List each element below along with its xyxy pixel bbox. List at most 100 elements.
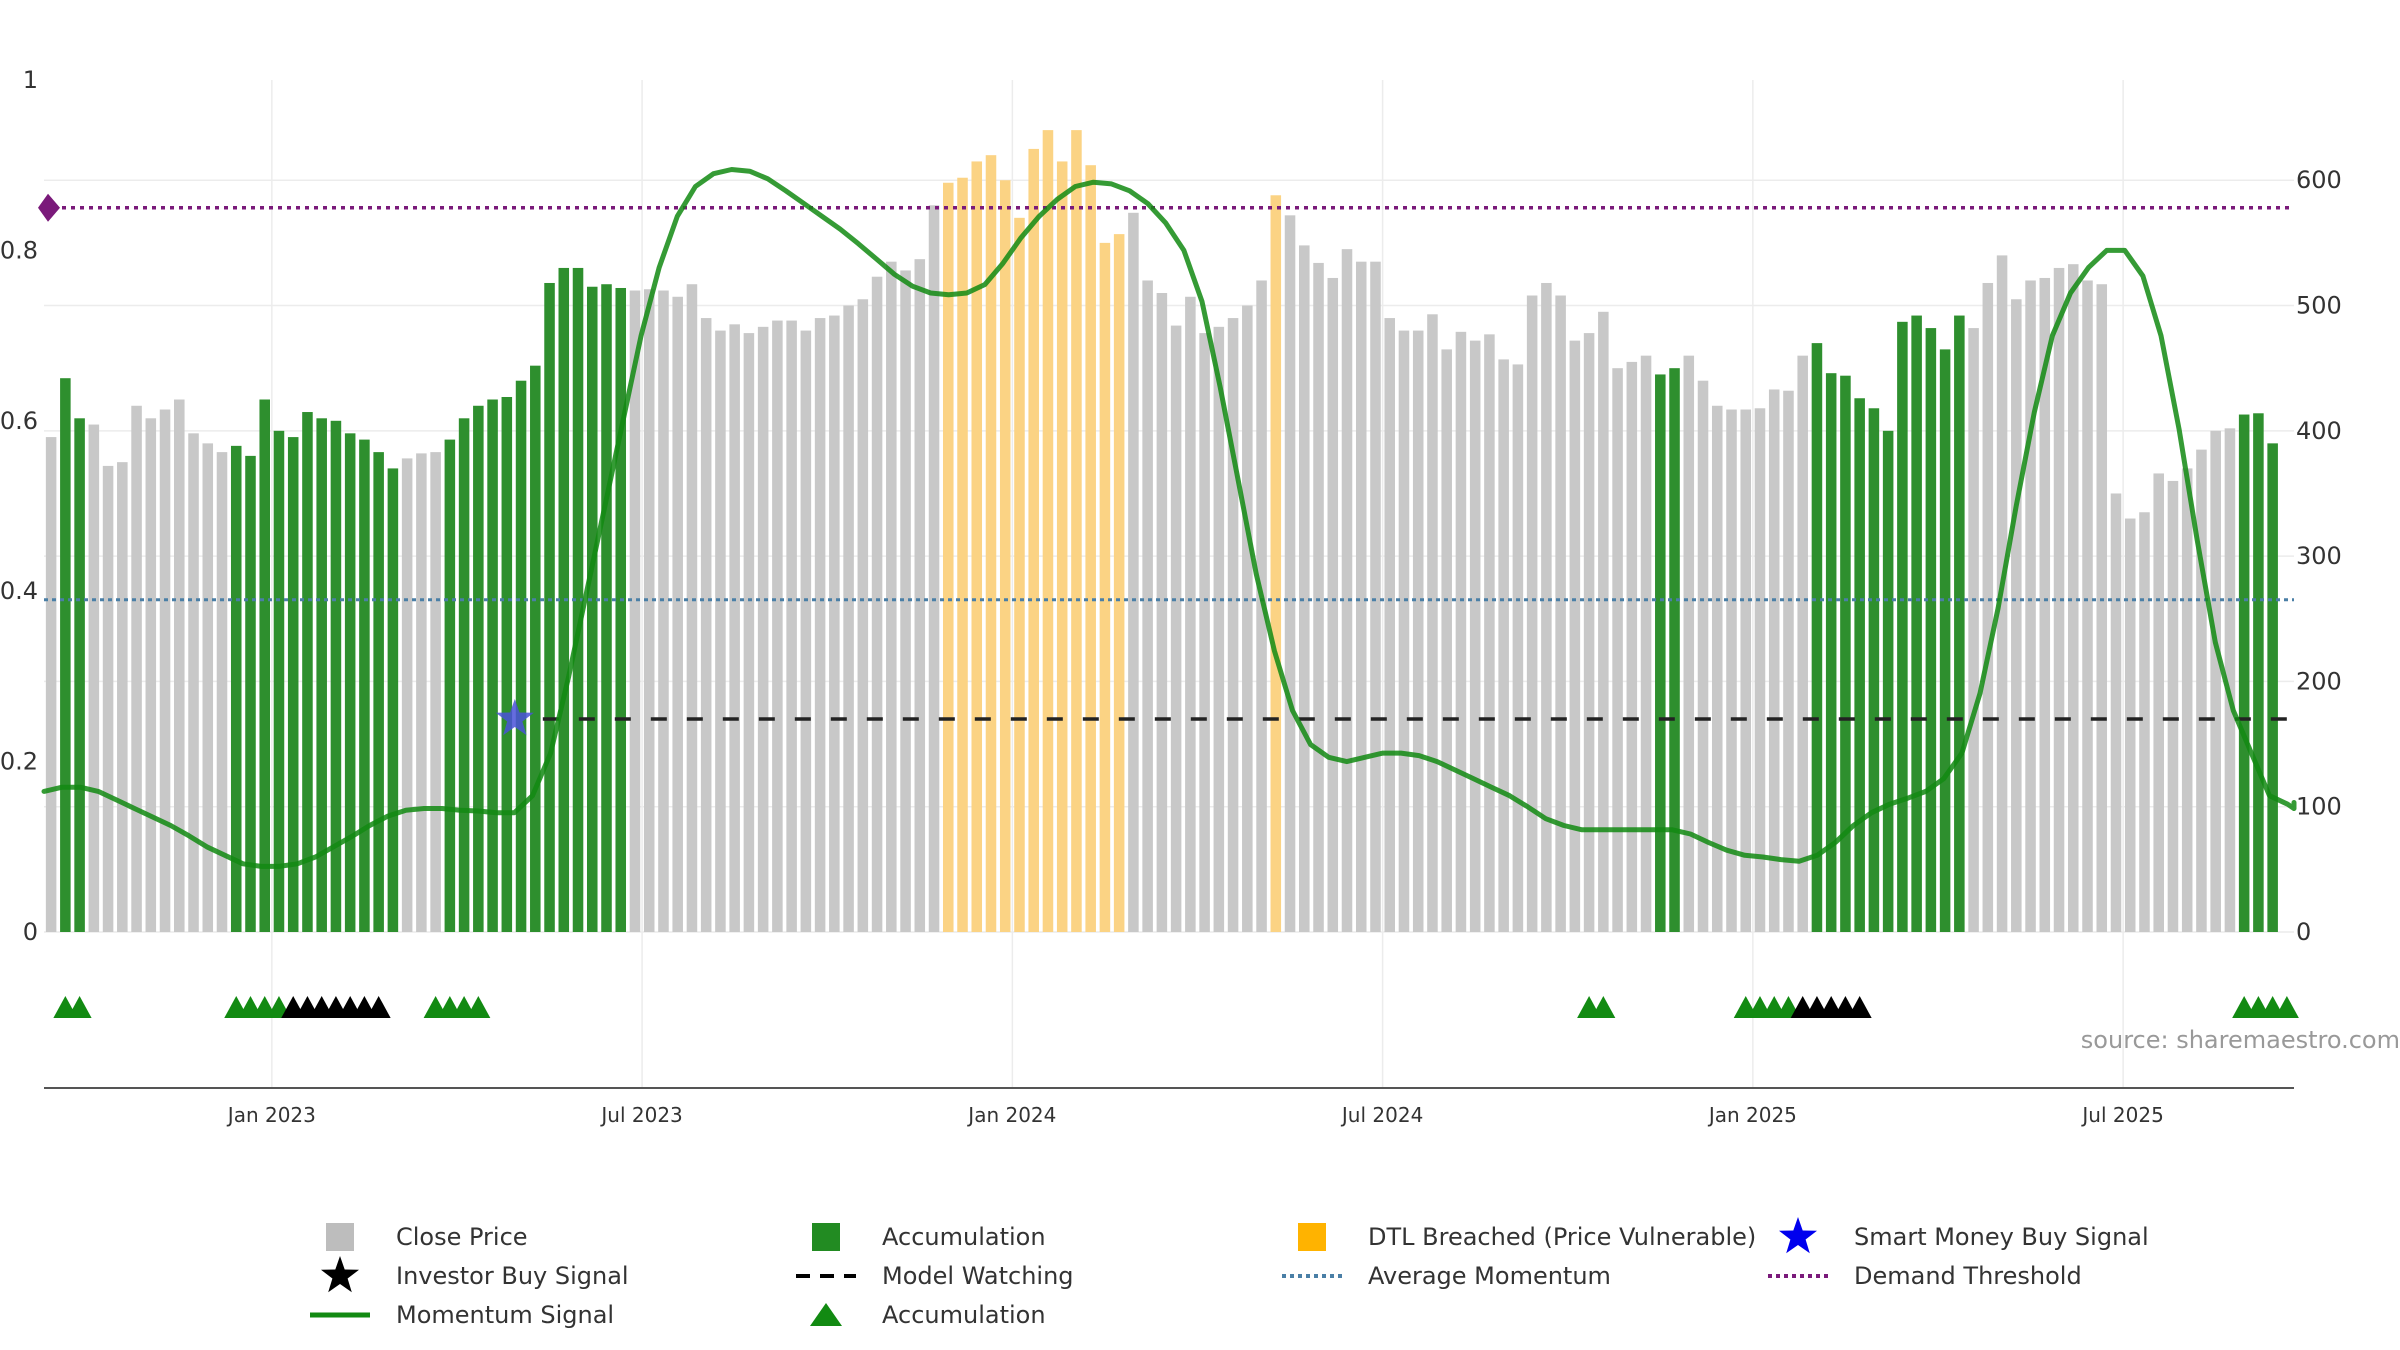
accumulation-bar <box>458 418 470 932</box>
legend-label: Accumulation <box>882 1301 1046 1329</box>
accumulation-bar <box>1669 368 1680 932</box>
close-price-bar <box>1569 340 1581 932</box>
dtl-breached-bar <box>943 182 954 932</box>
accumulation-bar <box>558 267 570 932</box>
close-price-bar <box>871 276 883 932</box>
accumulation-bar <box>273 430 285 932</box>
legend-swatch <box>812 1223 840 1251</box>
legend-label: DTL Breached (Price Vulnerable) <box>1368 1223 1756 1251</box>
legend-swatch <box>1298 1223 1326 1251</box>
accumulation-bar <box>544 282 555 933</box>
left-axis-tick: 0.8 <box>0 236 38 264</box>
close-price-bar <box>800 330 812 932</box>
close-price-bar <box>131 405 142 932</box>
accumulation-bar <box>615 287 627 932</box>
close-price-bar <box>1327 277 1339 932</box>
close-price-bar <box>686 284 698 933</box>
accumulation-bar <box>330 420 342 932</box>
accumulation-bar <box>473 405 484 932</box>
close-price-bar <box>1754 408 1766 932</box>
close-price-bar <box>1526 295 1538 933</box>
close-price-bar <box>1199 333 1210 932</box>
legend: Close Price Accumulation DTL Breached (Pri… <box>310 1217 2149 1329</box>
close-price-bar <box>629 290 641 932</box>
close-price-bar <box>928 205 940 932</box>
legend-label: Demand Threshold <box>1854 1262 2082 1290</box>
close-price-bar <box>1227 318 1239 932</box>
close-price-bar <box>1455 331 1467 932</box>
close-price-bar <box>117 462 128 932</box>
close-price-bar <box>1427 314 1438 932</box>
close-price-bar <box>1313 262 1324 932</box>
close-price-bar <box>743 333 755 932</box>
legend-label: Investor Buy Signal <box>396 1262 629 1290</box>
close-price-bar <box>1555 295 1566 933</box>
close-price-bar <box>1142 280 1153 932</box>
close-price-bar <box>658 290 669 932</box>
dtl-breached-bar <box>1028 148 1039 933</box>
smart-money-buy-signal-star <box>495 699 534 736</box>
accumulation-bar <box>1897 321 1908 933</box>
close-price-bar <box>2011 299 2022 932</box>
x-axis-tick: Jan 2025 <box>1707 1103 1797 1127</box>
accumulation-bar <box>1854 398 1865 932</box>
close-price-bar <box>1441 349 1452 933</box>
close-price-bar <box>786 320 797 932</box>
close-price-bar <box>672 296 683 933</box>
dtl-breached-bar <box>999 180 1011 932</box>
close-price-bar <box>1512 364 1524 933</box>
close-price-bar <box>857 299 869 932</box>
accumulation-bar <box>601 284 612 933</box>
dtl-breached-bar <box>985 155 997 933</box>
right-axis-tick: 100 <box>2296 793 2342 821</box>
legend-swatch <box>326 1223 354 1251</box>
close-price-bar <box>1783 390 1794 933</box>
close-price-bar <box>886 261 897 932</box>
x-axis-tick: Jul 2023 <box>599 1103 682 1127</box>
close-price-bar <box>401 458 413 932</box>
close-price-bar <box>1370 261 1381 932</box>
close-price-bar <box>1740 409 1752 932</box>
accumulation-bar <box>1825 373 1837 932</box>
close-price-bar <box>2210 430 2221 932</box>
accumulation-bar <box>316 418 327 932</box>
close-price-bar <box>1711 405 1723 932</box>
accumulation-triangle <box>2274 996 2299 1018</box>
close-price-bar <box>1156 293 1168 932</box>
close-price-bar <box>2153 473 2164 932</box>
accumulation-bar <box>387 468 399 932</box>
close-price-bar <box>2181 468 2193 932</box>
left-axis-tick: 0 <box>23 918 38 946</box>
left-axis-tick: 0.4 <box>0 577 38 605</box>
close-price-bar <box>2039 277 2051 932</box>
close-price-bar <box>430 452 441 932</box>
close-price-bar <box>715 330 726 932</box>
left-axis-tick: 0.2 <box>0 748 38 776</box>
close-price-bar <box>1213 326 1225 932</box>
close-price-bar <box>1626 361 1638 933</box>
close-price-bar <box>102 465 114 932</box>
close-price-bar <box>1242 305 1253 932</box>
close-price-bar <box>1398 330 1410 932</box>
close-price-bar <box>1968 328 1979 932</box>
accumulation-bar <box>302 412 313 932</box>
accumulation-bar <box>60 378 71 932</box>
close-price-bar <box>2124 518 2136 932</box>
legend-swatch <box>1779 1217 1817 1254</box>
x-axis-tick: Jul 2024 <box>1340 1103 1423 1127</box>
close-price-bar <box>900 270 911 933</box>
dtl-breached-bar <box>1270 195 1282 933</box>
legend-label: Momentum Signal <box>396 1301 614 1329</box>
close-price-bar <box>2025 280 2036 932</box>
close-price-bar <box>814 318 826 932</box>
close-price-bar <box>1982 282 1994 933</box>
close-price-bar <box>1498 359 1509 932</box>
close-price-bar <box>914 259 926 932</box>
momentum-signal-path <box>41 167 2297 869</box>
right-axis-tick: 500 <box>2296 292 2342 320</box>
legend-label: Close Price <box>396 1223 528 1251</box>
close-price-bars <box>45 130 2278 933</box>
close-price-bar <box>174 399 185 932</box>
accumulation-bar <box>2253 413 2264 932</box>
